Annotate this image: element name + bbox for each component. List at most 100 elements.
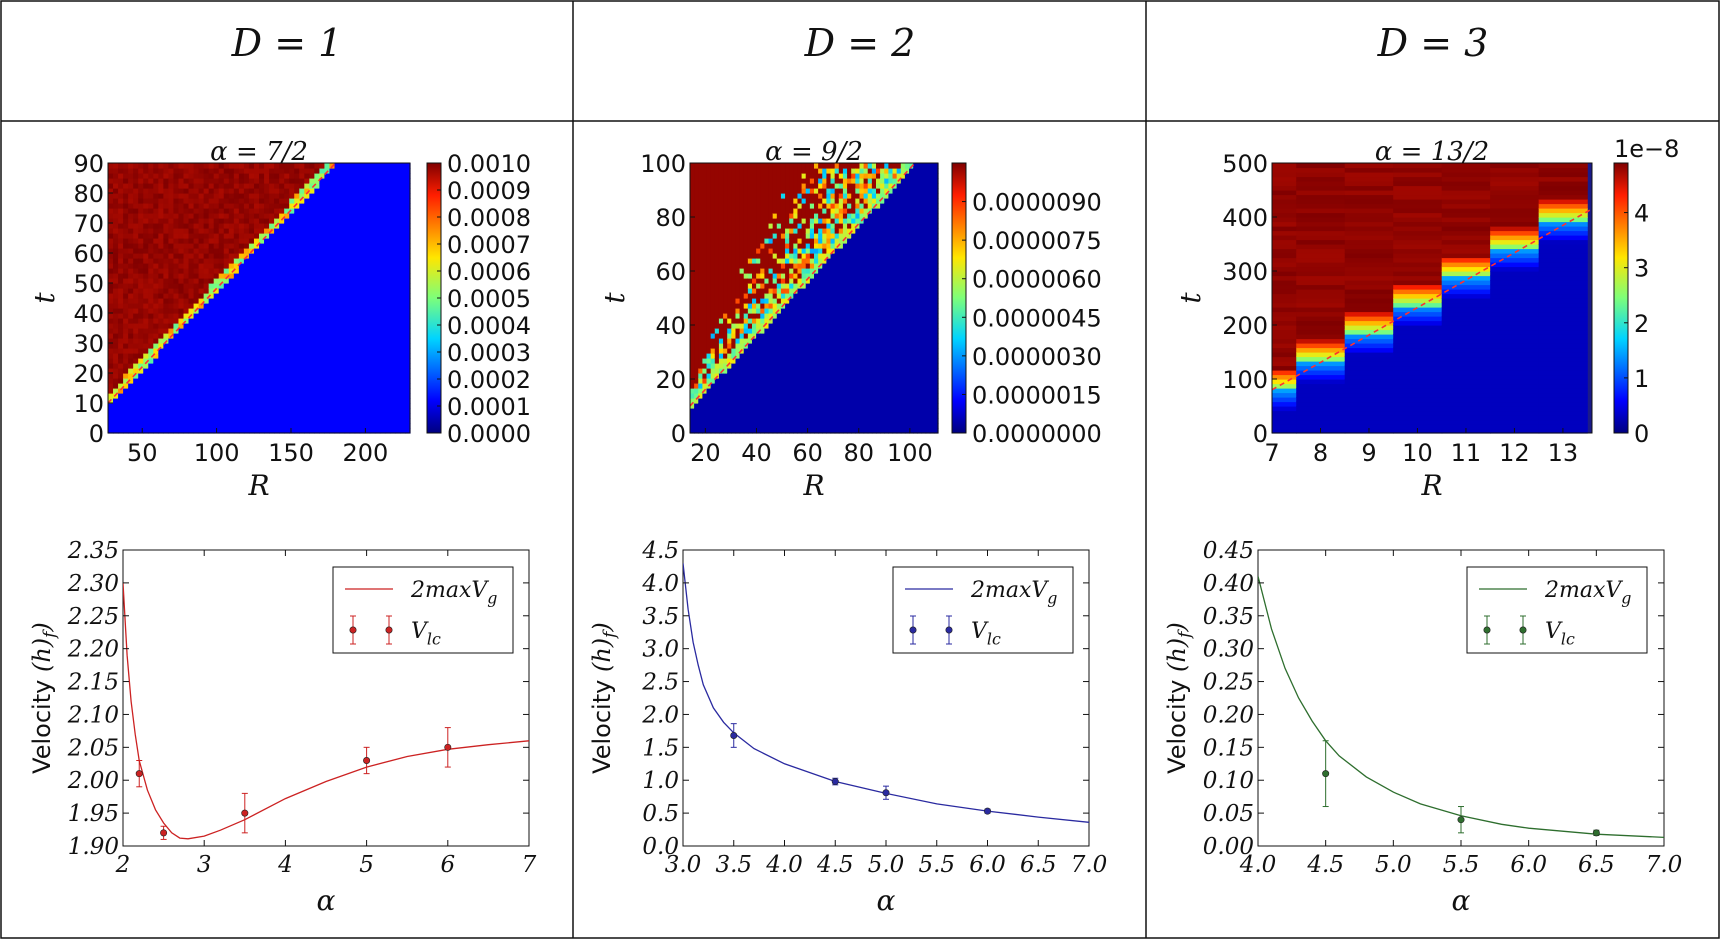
heatmap-cell [289,423,295,429]
heatmap-cell [785,263,790,269]
heatmap-cell [801,278,807,284]
heatmap-cell [208,218,215,224]
heatmap-cell [143,173,149,179]
heatmap-cell [163,218,169,224]
heatmap-cell [399,188,406,194]
heatmap-cell [364,298,371,304]
heatmap-cell [394,248,401,254]
heatmap-cell [248,323,255,329]
heatmap-cell [158,348,164,354]
heatmap-cell [153,363,159,369]
heatmap-cell [289,203,295,209]
heatmap-cell [148,273,154,279]
heatmap-cell [354,383,361,389]
heatmap-cell [801,413,807,419]
heatmap-cell [319,183,326,189]
heatmap-cell [394,343,401,349]
heatmap-cell [118,383,124,389]
heatmap-cell [203,318,210,324]
heatmap-cell [354,393,361,399]
heatmap-cell [727,238,732,244]
heatmap-cell [743,298,749,304]
heatmap-cell [801,343,807,349]
heatmap-cell [344,388,351,394]
heatmap-cell [203,228,210,234]
heatmap-cell [344,178,351,184]
heatmap-cell [173,423,180,429]
heatmap-cell [188,348,195,354]
heatmap-cell [731,233,737,239]
heatmap-cell [163,423,169,429]
heatmap-cell [776,423,782,429]
heatmap-cell [264,258,270,264]
heatmap-cell [702,183,708,189]
heatmap-cell [718,303,724,309]
heatmap-cell [710,203,716,209]
heatmap-cell [714,368,720,374]
heatmap-cell [193,338,200,344]
heatmap-cell [706,343,712,349]
heatmap-cell [294,398,300,404]
heatmap-cell [706,338,712,344]
heatmap-cell [349,398,356,404]
heatmap-cell [168,428,175,434]
heatmap-cell [143,253,149,259]
heatmap-cell [764,363,770,369]
heatmap-cell [253,368,260,374]
heatmap-cell [764,338,770,344]
heatmap-cell [389,178,396,184]
heatmap-cell [108,283,114,289]
heatmap-cell [752,193,757,199]
heatmap-cell [324,373,331,379]
heatmap-cell [780,183,786,189]
heatmap-cell [198,348,205,354]
heatmap-cell [183,343,190,349]
heatmap-cell [379,353,386,359]
heatmap-cell [710,368,716,374]
heatmap-cell [113,353,119,359]
heatmap-cell [394,318,401,324]
heatmap-cell [198,218,205,224]
heatmap-cell [163,273,169,279]
heatmap-cell [809,418,815,424]
heatmap-cell [203,268,210,274]
heatmap-cell [168,188,175,194]
heatmap-cell [289,298,295,304]
heatmap-cell [756,413,761,419]
heatmap-cell [208,428,215,434]
heatmap-cell [789,418,794,424]
heatmap-cell [304,178,310,184]
heatmap-cell [329,423,336,429]
heatmap-cell [178,273,185,279]
heatmap-cell [384,328,391,334]
heatmap-cell [314,403,320,409]
heatmap-cell [772,178,778,184]
heatmap-cell [153,238,159,244]
heatmap-cell [706,243,712,249]
heatmap-cell [714,328,720,334]
heatmap-cell [299,423,305,429]
heatmap-cell [339,178,346,184]
heatmap-cell [334,393,341,399]
heatmap-cell [359,278,366,284]
heatmap-cell [752,263,757,269]
heatmap-cell [698,353,703,359]
heatmap-cell [743,223,749,229]
heatmap-cell [384,343,391,349]
heatmap-cell [253,323,260,329]
heatmap-cell [789,238,794,244]
heatmap-cell [805,173,811,179]
heatmap-cell [243,348,250,354]
heatmap-cell [294,193,300,199]
heatmap-cell [289,233,295,239]
heatmap-cell [344,248,351,254]
heatmap-cell [314,268,320,274]
heatmap-cell [760,333,765,339]
heatmap-cell [374,323,381,329]
heatmap-cell [364,308,371,314]
heatmap-cell [710,423,716,429]
heatmap-cell [299,373,305,379]
heatmap-cell [173,253,180,259]
heatmap-cell [319,168,326,174]
heatmap-cell [394,283,401,289]
